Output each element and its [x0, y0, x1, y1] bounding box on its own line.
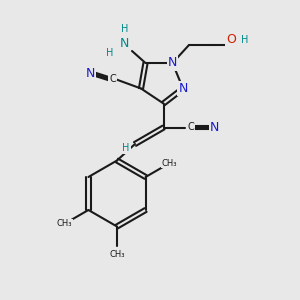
Text: C: C: [187, 122, 194, 133]
Text: N: N: [85, 67, 95, 80]
Text: CH₃: CH₃: [162, 159, 177, 168]
Text: H: H: [121, 23, 128, 34]
Text: CH₃: CH₃: [57, 219, 72, 228]
Text: CH₃: CH₃: [109, 250, 125, 259]
Text: O: O: [227, 33, 236, 46]
Text: C: C: [109, 74, 116, 85]
Text: N: N: [178, 82, 188, 95]
Text: H: H: [241, 34, 248, 45]
Text: H: H: [122, 142, 130, 153]
Text: H: H: [106, 48, 113, 59]
Text: N: N: [210, 121, 219, 134]
Text: N: N: [120, 37, 129, 50]
Text: N: N: [168, 56, 177, 70]
